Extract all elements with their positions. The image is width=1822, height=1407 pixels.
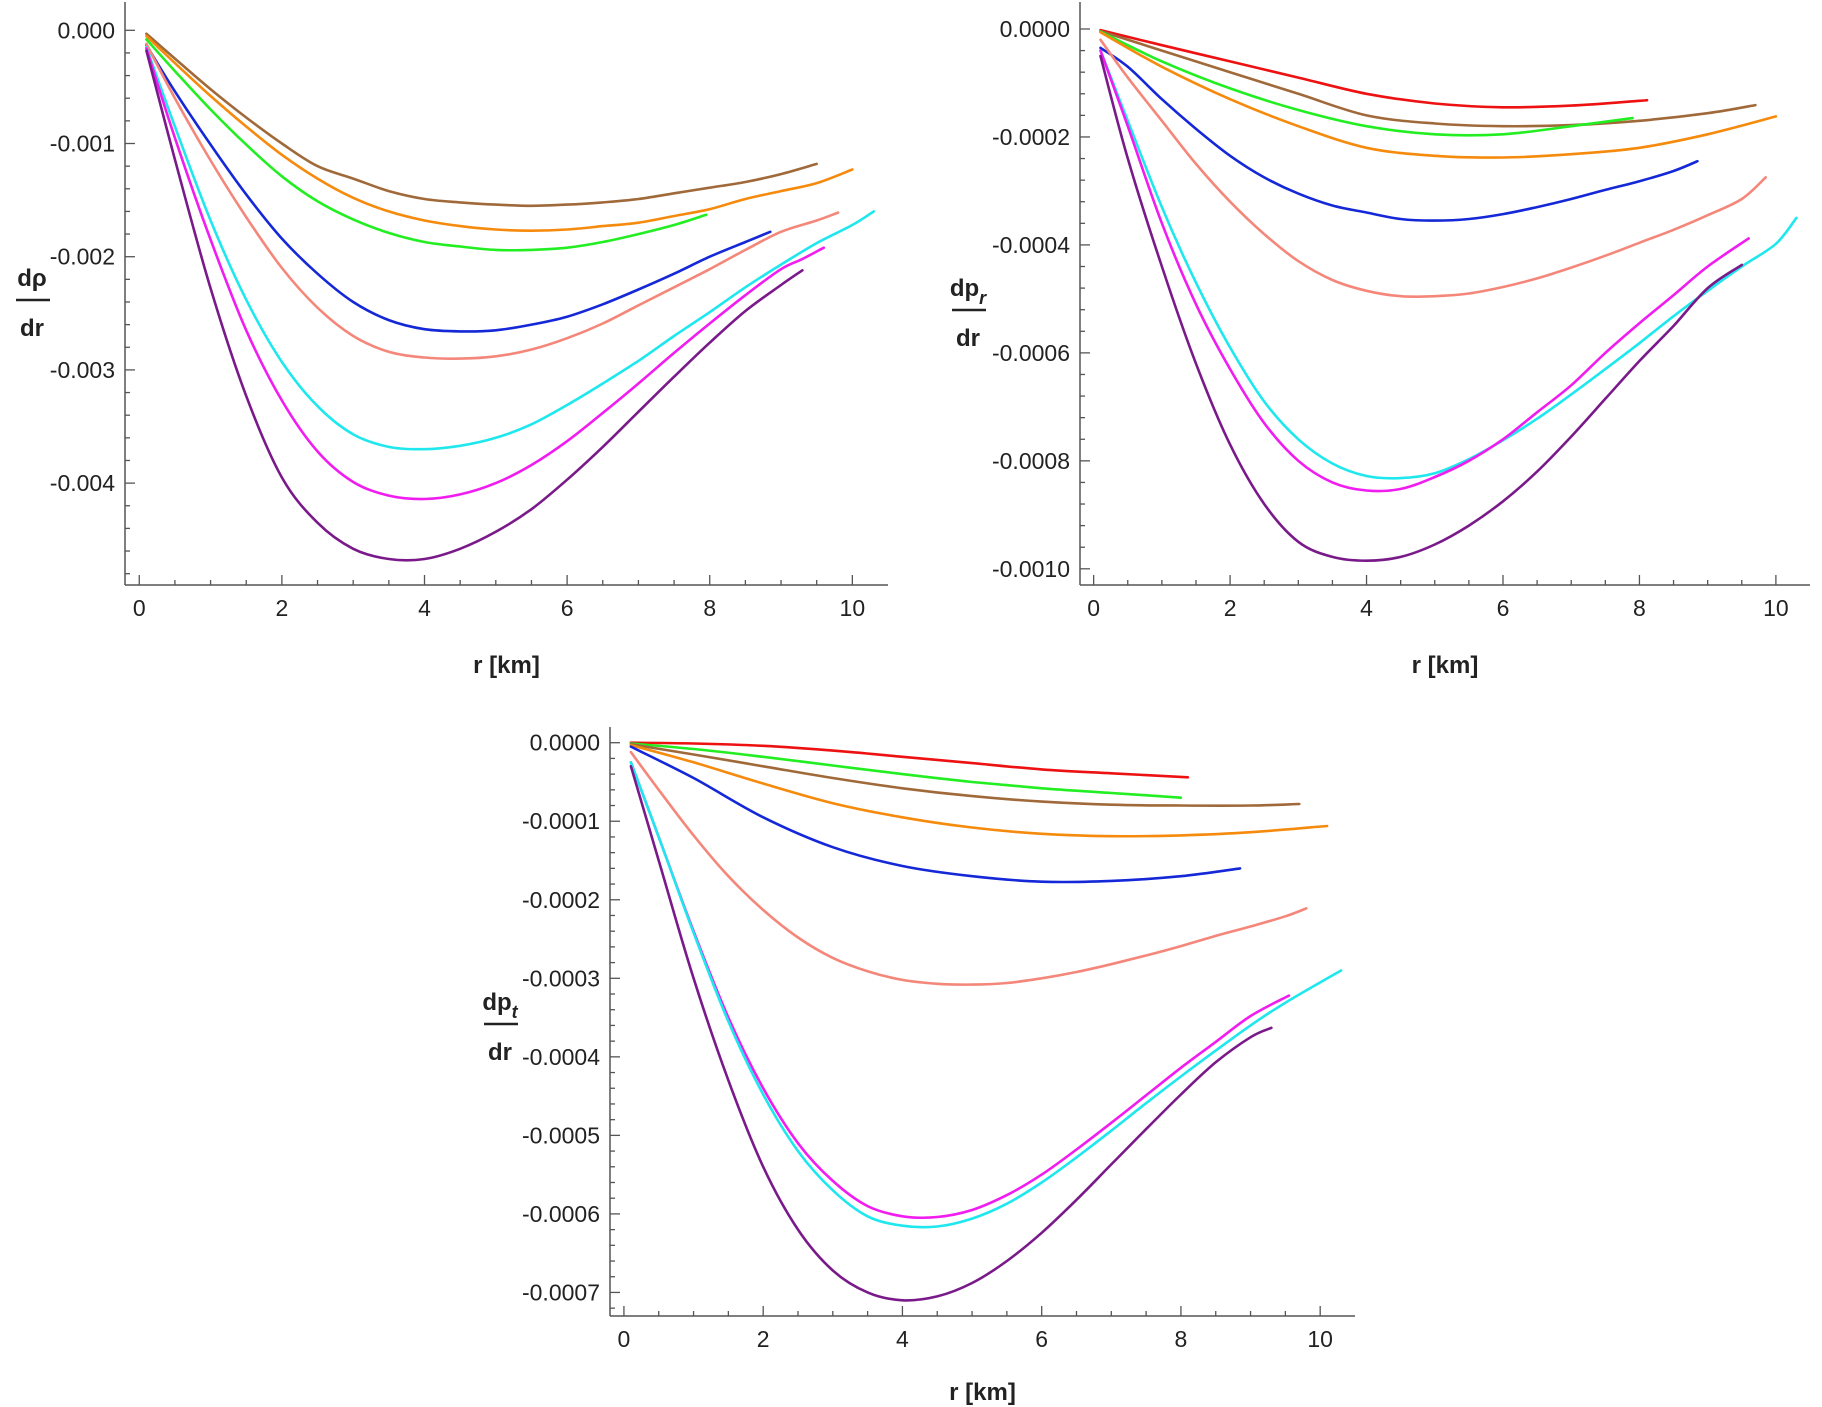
y-tick-label: 0.0000: [530, 730, 600, 756]
x-tick-label: 0: [618, 1326, 631, 1352]
x-tick-label: 8: [1633, 595, 1646, 621]
series-line-purple: [629, 765, 1273, 1302]
series-line-cyan: [1099, 49, 1798, 480]
y-tick-label: 0.000: [57, 17, 115, 43]
y-tick-label: -0.0006: [522, 1201, 600, 1227]
x-tick-label: 10: [1307, 1326, 1333, 1352]
series-line-brown: [1099, 29, 1757, 128]
x-tick-label: 4: [1360, 595, 1373, 621]
radial-pressure-gradient-plot: 0 2 4 6 8 10 0.0000 -0.0002 -0.0004 -0.0006 -0.000…: [950, 2, 1810, 679]
y-tick-label: -0.0007: [522, 1279, 600, 1305]
series-line-brown: [145, 32, 818, 208]
series-line-salmon: [145, 42, 840, 360]
series-line-salmon: [629, 750, 1308, 986]
y-axis-label: dpt dr: [482, 989, 518, 1066]
x-tick-label: 0: [1087, 595, 1100, 621]
y-tick-label: -0.0005: [522, 1122, 600, 1148]
y-tick-label: -0.0004: [992, 232, 1070, 258]
series-line-green: [145, 38, 708, 252]
y-label-denominator: dr: [20, 315, 44, 342]
x-tick-label: 10: [1763, 595, 1789, 621]
y-tick-label: -0.0006: [992, 340, 1070, 366]
series-line-orange: [629, 743, 1329, 838]
x-tick-label: 2: [275, 595, 288, 621]
y-tick-label: -0.0004: [522, 1044, 600, 1070]
series-line-magenta: [1099, 49, 1750, 493]
series-line-cyan: [629, 761, 1343, 1229]
series-line-magenta: [629, 761, 1291, 1220]
x-axis-label: r [km]: [473, 652, 540, 679]
series-line-purple: [145, 49, 804, 562]
x-axis-label: r [km]: [949, 1379, 1016, 1406]
series-line-blue: [145, 43, 772, 333]
x-tick-label: 4: [896, 1326, 909, 1352]
series-line-blue: [629, 745, 1242, 884]
y-label-numerator: dρ: [17, 265, 47, 292]
series-line-orange: [145, 34, 854, 233]
y-tick-label: -0.003: [50, 357, 115, 383]
x-tick-label: 2: [757, 1326, 770, 1352]
x-tick-label: 2: [1224, 595, 1237, 621]
x-tick-label: 6: [1035, 1326, 1048, 1352]
y-axis-label: dpr dr: [950, 275, 987, 352]
x-axis-label: r [km]: [1412, 652, 1479, 679]
x-tick-label: 8: [703, 595, 716, 621]
y-tick-label: -0.0010: [992, 556, 1070, 582]
y-label-denominator: dr: [956, 325, 980, 352]
y-tick-label: -0.0003: [522, 965, 600, 991]
x-tick-label: 6: [1497, 595, 1510, 621]
series-line-brown: [629, 743, 1301, 807]
x-tick-label: 0: [133, 595, 146, 621]
y-tick-label: -0.0008: [992, 448, 1070, 474]
y-label-numerator: dpt: [482, 989, 518, 1022]
x-tick-label: 4: [418, 595, 431, 621]
series-line-blue: [1099, 46, 1699, 222]
series-line-red: [629, 741, 1190, 779]
series-line-orange: [1099, 30, 1778, 159]
series-line-red: [1099, 28, 1649, 109]
series-line-green: [629, 742, 1183, 799]
y-tick-label: -0.002: [50, 244, 115, 270]
x-tick-label: 6: [561, 595, 574, 621]
series-line-cyan: [145, 46, 875, 451]
density-gradient-plot: 0 2 4 6 8 10 0.000 -0.001 -0.002 -0.003 -0.004 dρ dr…: [16, 2, 888, 679]
tangential-pressure-gradient-plot: 0 2 4 6 8 10 0.0000 -0.0001 -0.0002 -0.0003 -0.000…: [482, 727, 1355, 1406]
series-line-magenta: [145, 47, 826, 501]
x-tick-label: 8: [1175, 1326, 1188, 1352]
y-tick-label: -0.0002: [522, 887, 600, 913]
y-tick-label: -0.0002: [992, 124, 1070, 150]
y-label-numerator: dpr: [950, 275, 987, 308]
x-tick-label: 10: [840, 595, 866, 621]
y-tick-label: 0.0000: [1000, 16, 1070, 42]
y-tick-label: -0.004: [50, 470, 115, 496]
y-tick-label: -0.001: [50, 131, 115, 157]
y-axis-label: dρ dr: [16, 265, 50, 342]
series-line-green: [1099, 30, 1634, 137]
series-line-purple: [1099, 54, 1744, 563]
series-line-salmon: [1099, 38, 1767, 299]
y-tick-label: -0.0001: [522, 808, 600, 834]
y-label-denominator: dr: [488, 1039, 512, 1066]
